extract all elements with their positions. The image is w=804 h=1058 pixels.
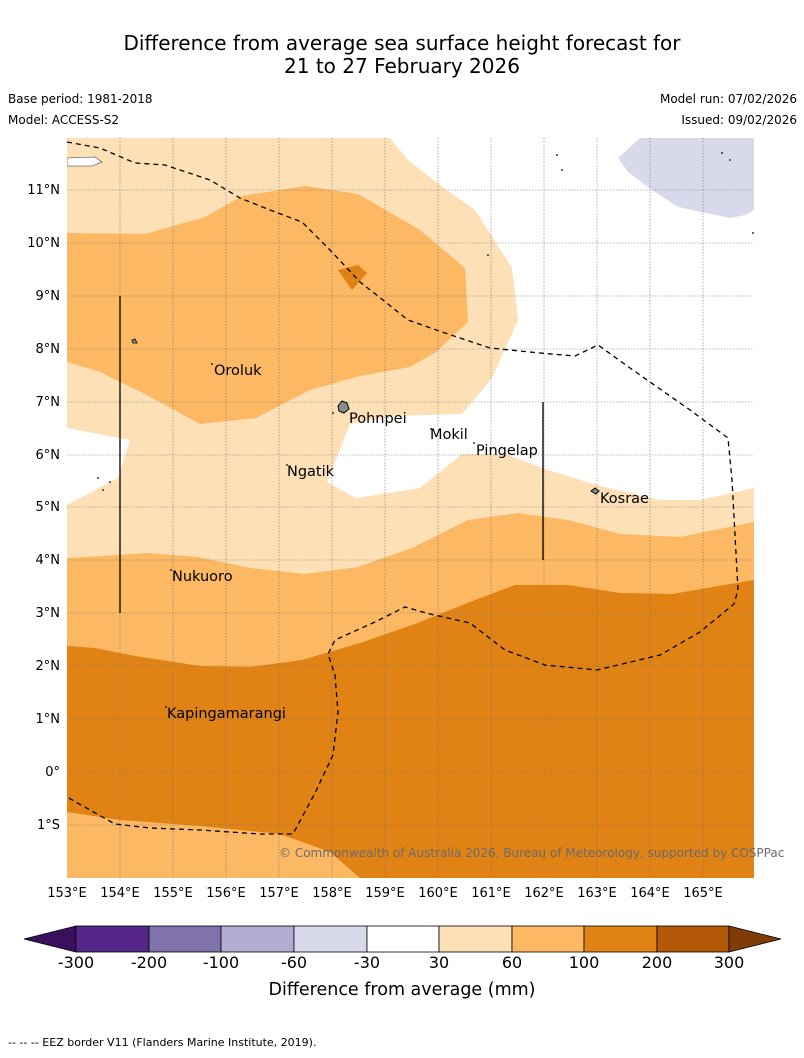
- colorbar-segment: [366, 925, 440, 953]
- island-kosrae: [590, 487, 600, 495]
- longitude-labels: 153°E 154°E 155°E 156°E 157°E 158°E 159°…: [47, 886, 723, 901]
- lat-label: 7°N: [36, 395, 61, 410]
- label-kapingamarangi: Kapingamarangi: [167, 706, 286, 722]
- lon-label: 155°E: [153, 886, 193, 901]
- colorbar-tick: -200: [131, 953, 167, 972]
- lon-label: 156°E: [206, 886, 246, 901]
- colorbar-segment: [656, 925, 730, 953]
- island-outline-nw: [67, 156, 103, 167]
- place-markers: [165, 363, 475, 708]
- forecast-map: Oroluk Pohnpei Mokil Pingelap Ngatik Kos…: [23, 138, 784, 1000]
- colorbar-tick: 300: [714, 953, 745, 972]
- island-small: [131, 338, 138, 344]
- lat-label: 0°: [45, 765, 60, 780]
- lat-label: 3°N: [36, 606, 61, 621]
- colorbar-max-extend: [728, 925, 782, 953]
- island-pohnpei: [337, 400, 350, 414]
- lat-label: 4°N: [36, 553, 61, 568]
- colorbar-tick: -300: [58, 953, 94, 972]
- lon-label: 159°E: [365, 886, 405, 901]
- eez-footnote: -- -- -- EEZ border V11 (Flanders Marine…: [8, 1036, 317, 1049]
- lat-label: 11°N: [27, 183, 60, 198]
- map-credit: © Commonwealth of Australia 2026, Bureau…: [279, 846, 784, 860]
- colorbar-tick: -100: [203, 953, 239, 972]
- colorbar-tick: 30: [429, 953, 449, 972]
- lat-label: 1°N: [36, 712, 61, 727]
- lat-label: 9°N: [36, 289, 61, 304]
- eez-border: [67, 141, 739, 835]
- label-nukuoro: Nukuoro: [172, 569, 233, 585]
- graticule: [67, 138, 754, 878]
- lat-label: 8°N: [36, 342, 61, 357]
- label-mokil: Mokil: [430, 427, 468, 443]
- lat-label: 2°N: [36, 659, 61, 674]
- lon-label: 154°E: [100, 886, 140, 901]
- colorbar-min-extend: [23, 925, 77, 953]
- colorbar-segment: [583, 925, 658, 953]
- label-pohnpei: Pohnpei: [349, 411, 407, 427]
- contour-60-100-sw: [67, 812, 360, 878]
- lon-label: 160°E: [418, 886, 458, 901]
- model-name: Model: ACCESS-S2: [8, 113, 120, 127]
- lon-label: 153°E: [47, 886, 87, 901]
- lon-label: 163°E: [577, 886, 617, 901]
- contour-100-200: [67, 580, 754, 878]
- lon-label: 158°E: [312, 886, 352, 901]
- colorbar-tick: 100: [569, 953, 600, 972]
- colorbar-segment: [220, 925, 295, 953]
- map-area: Oroluk Pohnpei Mokil Pingelap Ngatik Kos…: [67, 138, 754, 878]
- label-kosrae: Kosrae: [600, 491, 649, 507]
- colorbar-segment: [293, 925, 368, 953]
- lat-label: 10°N: [27, 236, 60, 251]
- contour-100-200-spot: [338, 265, 367, 290]
- contour-negative-30-60: [618, 138, 754, 218]
- label-ngatik: Ngatik: [287, 464, 335, 480]
- colorbar-title: Difference from average (mm): [268, 980, 535, 1000]
- title-line-2: 21 to 27 February 2026: [284, 54, 520, 78]
- colorbar-tick: -30: [354, 953, 380, 972]
- label-pingelap: Pingelap: [476, 443, 538, 459]
- lat-label: 1°S: [37, 818, 60, 833]
- issued-date: Issued: 09/02/2026: [681, 113, 797, 127]
- lon-label: 162°E: [524, 886, 564, 901]
- lon-label: 164°E: [630, 886, 670, 901]
- colorbar-tick: 200: [642, 953, 673, 972]
- colorbar-segment: [75, 925, 150, 953]
- base-period: Base period: 1981-2018: [8, 92, 153, 106]
- colorbar-segment: [148, 925, 222, 953]
- colorbar-ticks: -300 -200 -100 -60 -30 30 60 100 200 300: [58, 953, 744, 972]
- lon-label: 161°E: [471, 886, 511, 901]
- label-oroluk: Oroluk: [214, 363, 262, 379]
- colorbar-tick: 60: [502, 953, 522, 972]
- lon-label: 165°E: [683, 886, 723, 901]
- model-run: Model run: 07/02/2026: [659, 92, 797, 106]
- colorbar-tick: -60: [281, 953, 307, 972]
- title-line-1: Difference from average sea surface heig…: [123, 31, 681, 55]
- lat-label: 6°N: [36, 448, 61, 463]
- atoll-dots: [97, 152, 754, 491]
- colorbar-segment: [438, 925, 513, 953]
- colorbar: -300 -200 -100 -60 -30 30 60 100 200 300…: [23, 925, 782, 1000]
- latitude-labels: 11°N 10°N 9°N 8°N 7°N 6°N 5°N 4°N 3°N 2°…: [27, 183, 60, 833]
- colorbar-segment: [511, 925, 585, 953]
- lon-label: 157°E: [259, 886, 299, 901]
- lat-label: 5°N: [36, 500, 61, 515]
- contour-60-100: [67, 186, 468, 424]
- chart-title: Difference from average sea surface heig…: [0, 32, 804, 78]
